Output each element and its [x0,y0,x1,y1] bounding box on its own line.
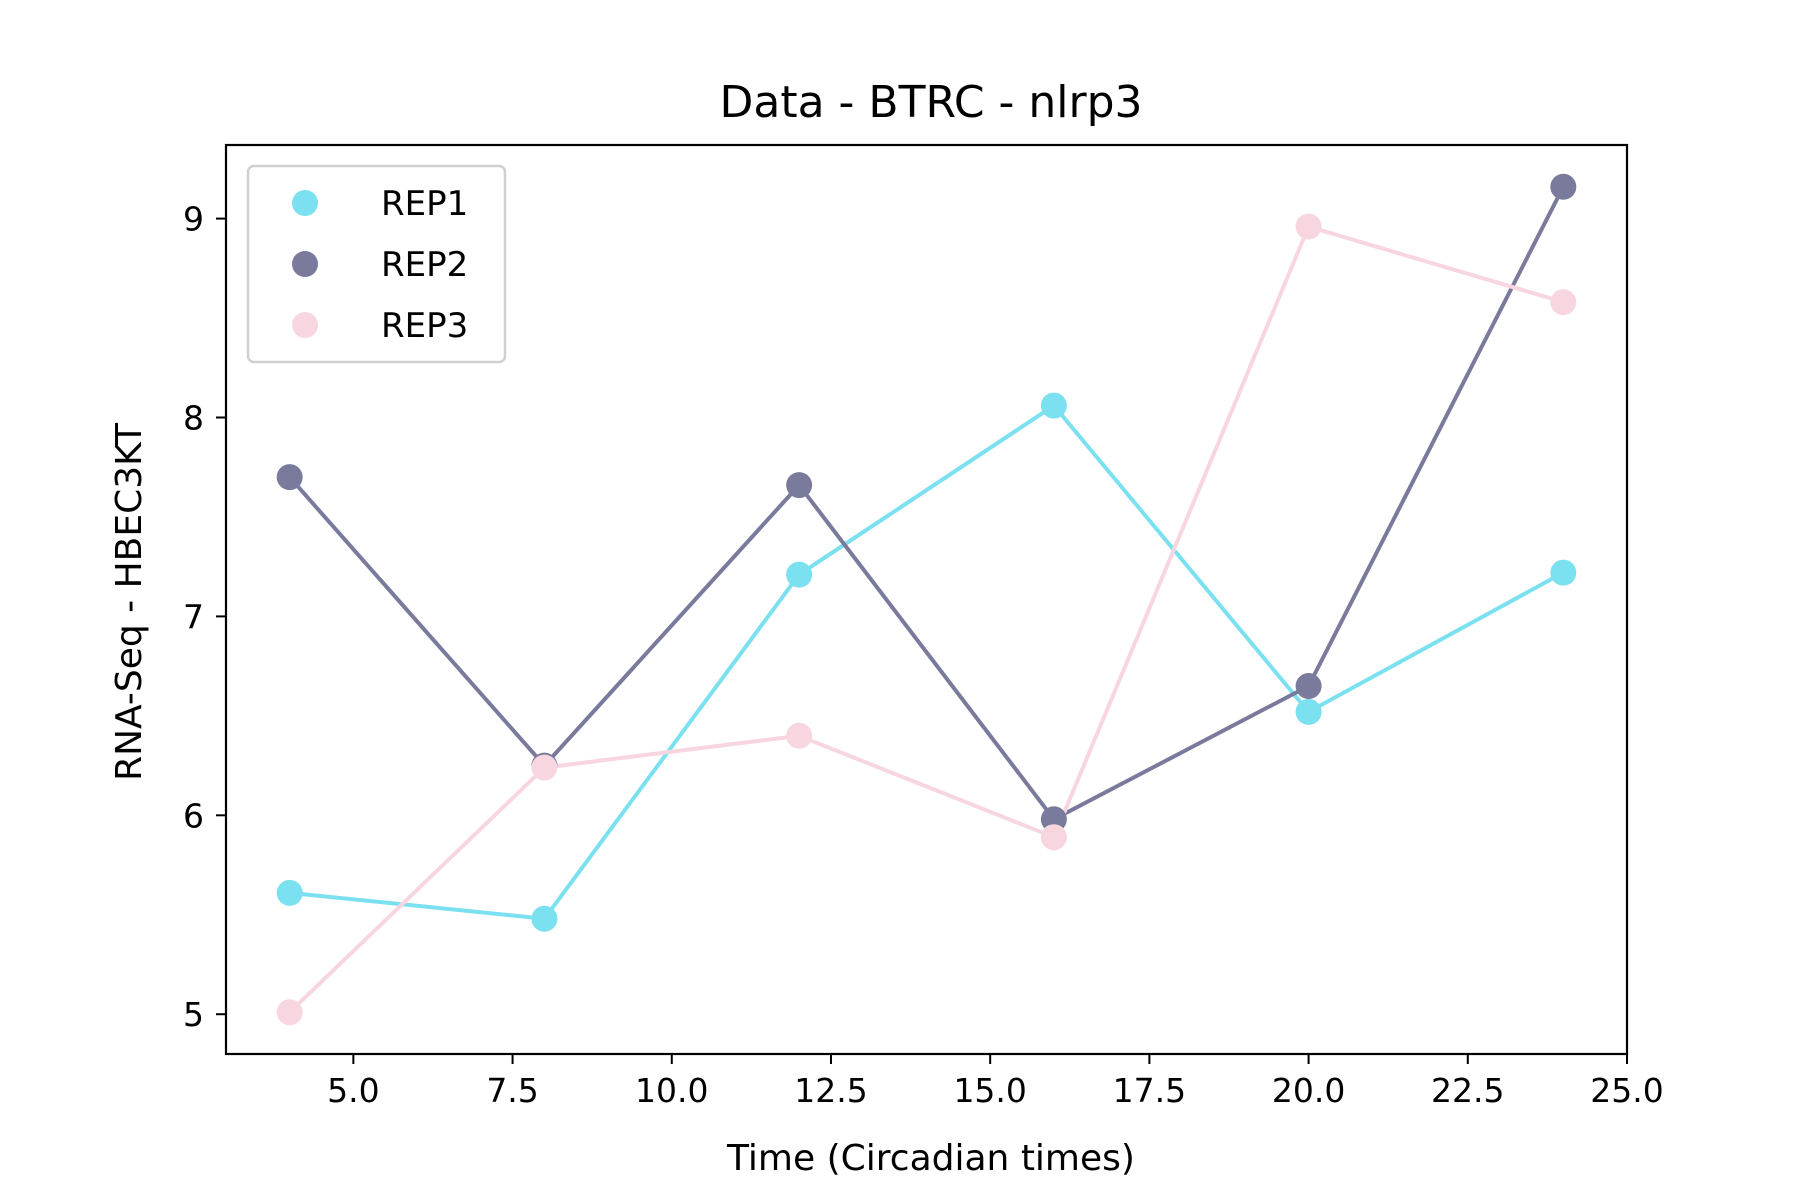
data-point-rep1 [1295,698,1322,725]
data-point-rep2 [276,464,303,491]
x-tick-label: 10.0 [635,1071,708,1110]
legend-box [246,164,507,364]
legend-marker-rep2 [292,251,318,277]
legend-marker-rep1 [292,190,318,216]
data-point-rep3 [276,999,303,1026]
series-line-rep3 [288,224,1564,1014]
x-tick-label: 17.5 [1113,1071,1186,1110]
y-tick-label: 7 [183,597,204,636]
x-tick-label: 12.5 [794,1071,867,1110]
x-tick-label: 22.5 [1431,1071,1504,1110]
data-point-rep3 [1550,289,1577,316]
data-point-rep1 [786,561,813,588]
plot-frame [224,143,1629,1056]
data-point-rep3 [531,754,558,781]
x-tick-label: 7.5 [486,1071,538,1110]
data-point-rep1 [1550,559,1577,586]
data-point-rep3 [786,722,813,749]
data-point-rep1 [531,905,558,932]
legend-label-rep1: REP1 [381,184,468,224]
x-tick-label: 15.0 [953,1071,1026,1110]
data-point-rep2 [1550,173,1577,200]
y-axis: 5 6 7 8 9 [183,200,226,1034]
x-tick-label: 20.0 [1272,1071,1345,1110]
data-point-rep1 [276,879,303,906]
y-tick-label: 6 [183,796,204,835]
x-tick-label: 5.0 [327,1071,379,1110]
data-point-rep2 [786,472,813,499]
series-line-rep2 [288,185,1566,822]
legend-label-rep3: REP3 [381,306,468,346]
legend: REP1 REP2 REP3 [246,164,507,364]
data-point-rep1 [1040,392,1067,419]
x-tick-label: 25.0 [1590,1071,1663,1110]
y-axis-label: RNA-Seq - HBEC3KT [109,422,150,781]
y-tick-label: 5 [183,995,204,1034]
data-point-rep3 [1295,213,1322,240]
x-axis-label: Time (Circadian times) [726,1138,1135,1179]
data-point-rep2 [1040,806,1067,833]
legend-marker-rep3 [292,312,318,338]
x-axis: 5.0 7.5 10.0 12.5 15.0 17.5 20.0 22.5 25.0 [327,1054,1664,1110]
data-point-rep3 [1040,824,1067,851]
chart-title: Data - BTRC - nlrp3 [719,77,1142,128]
legend-label-rep2: REP2 [381,245,468,285]
series-line-rep1 [289,403,1565,921]
y-tick-label: 9 [183,200,204,239]
data-point-rep2 [1295,673,1322,700]
y-tick-label: 8 [183,399,204,438]
plot-area [224,143,1629,1056]
